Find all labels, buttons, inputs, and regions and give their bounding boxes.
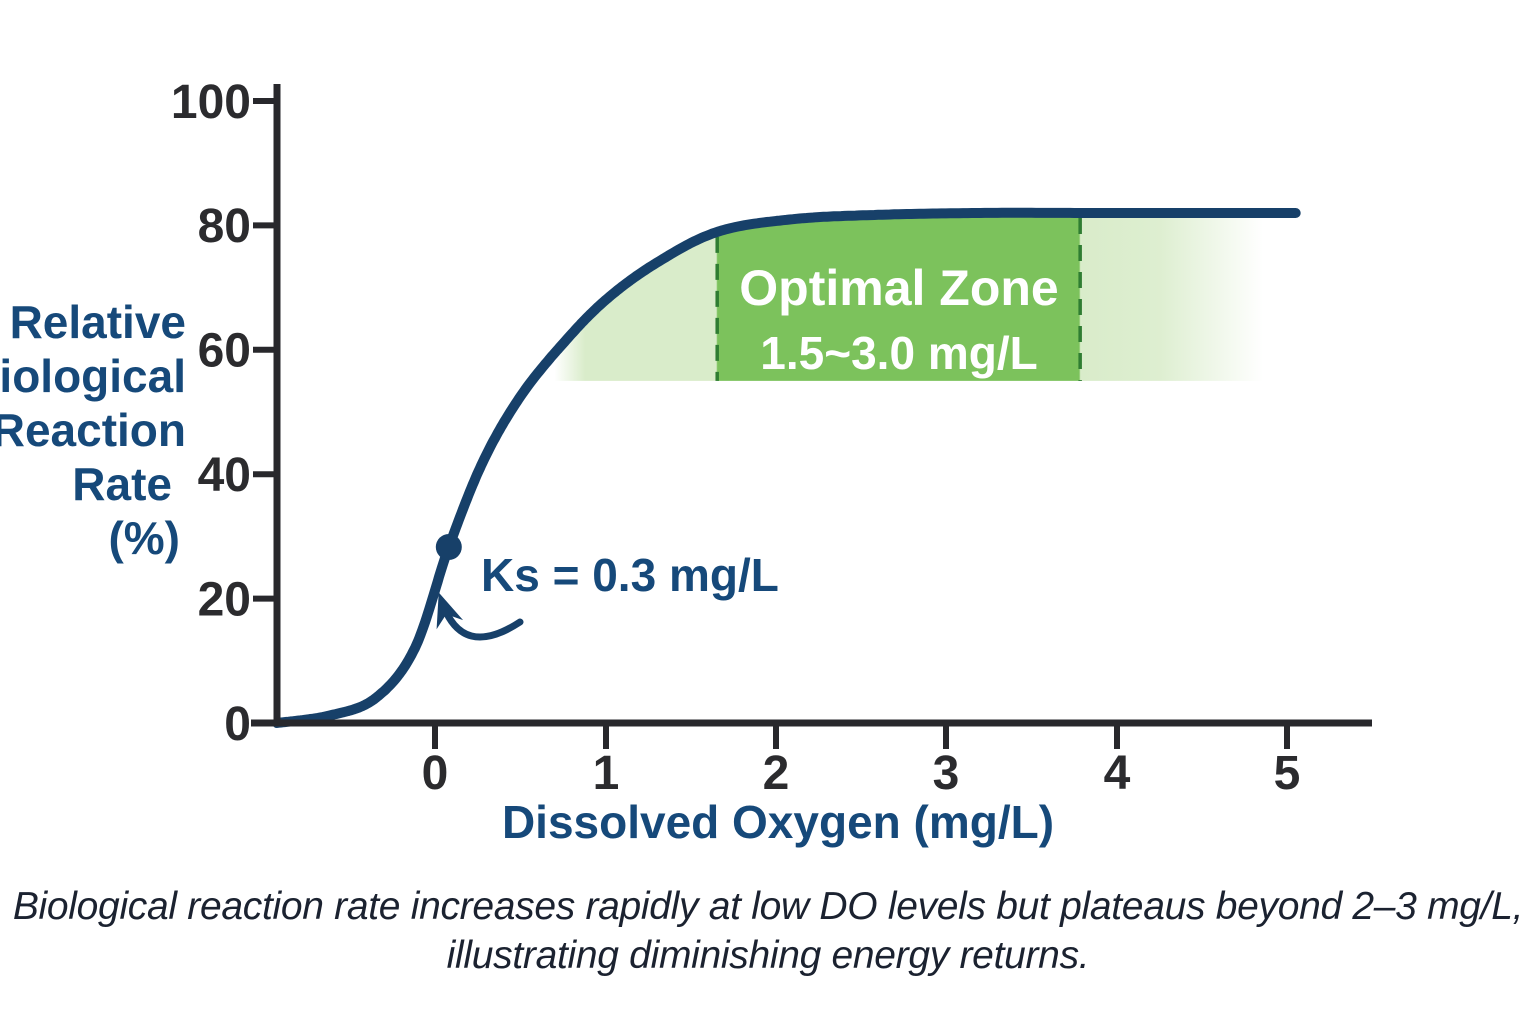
svg-text:100: 100 — [171, 76, 251, 129]
y-tick-labels: 100 80 60 40 20 0 — [171, 76, 251, 751]
optimal-zone-title: Optimal Zone — [739, 260, 1058, 316]
ks-arrow — [436, 592, 524, 641]
svg-text:4: 4 — [1104, 747, 1131, 800]
reaction-rate-curve — [272, 207, 1301, 728]
y-tick-marks — [253, 98, 277, 602]
x-tick-labels: 0 1 2 3 4 5 — [422, 747, 1301, 800]
svg-text:Relative: Relative — [10, 296, 186, 348]
svg-text:0: 0 — [224, 698, 251, 751]
svg-text:Biological: Biological — [0, 350, 186, 402]
caption-line2: illustrating diminishing energy returns. — [446, 934, 1090, 977]
svg-text:3: 3 — [933, 747, 960, 800]
svg-text:2: 2 — [763, 747, 790, 800]
svg-text:1: 1 — [593, 747, 620, 800]
caption-line1: Biological reaction rate increases rapid… — [12, 885, 1524, 928]
optimal-zone-band — [554, 212, 1264, 381]
svg-text:60: 60 — [198, 325, 251, 378]
svg-text:5: 5 — [1274, 747, 1301, 800]
ks-marker-dot — [435, 534, 462, 560]
x-tick-marks — [432, 723, 1290, 749]
optimal-zone-range: 1.5~3.0 mg/L — [760, 327, 1037, 379]
chart: Optimal Zone 1.5~3.0 mg/L 100 80 — [0, 76, 1372, 848]
svg-text:Reaction: Reaction — [0, 404, 186, 456]
y-axis-label: Relative Biological Reaction Rate (%) — [0, 296, 186, 564]
svg-text:80: 80 — [198, 200, 251, 253]
x-axis-label: Dissolved Oxygen (mg/L) — [502, 796, 1054, 848]
svg-text:0: 0 — [422, 747, 449, 800]
svg-text:40: 40 — [198, 449, 251, 502]
svg-text:(%): (%) — [108, 512, 180, 564]
svg-text:20: 20 — [198, 573, 251, 626]
ks-label: Ks = 0.3 mg/L — [481, 549, 779, 601]
caption: Biological reaction rate increases rapid… — [0, 882, 1536, 980]
svg-text:Rate: Rate — [72, 458, 172, 510]
